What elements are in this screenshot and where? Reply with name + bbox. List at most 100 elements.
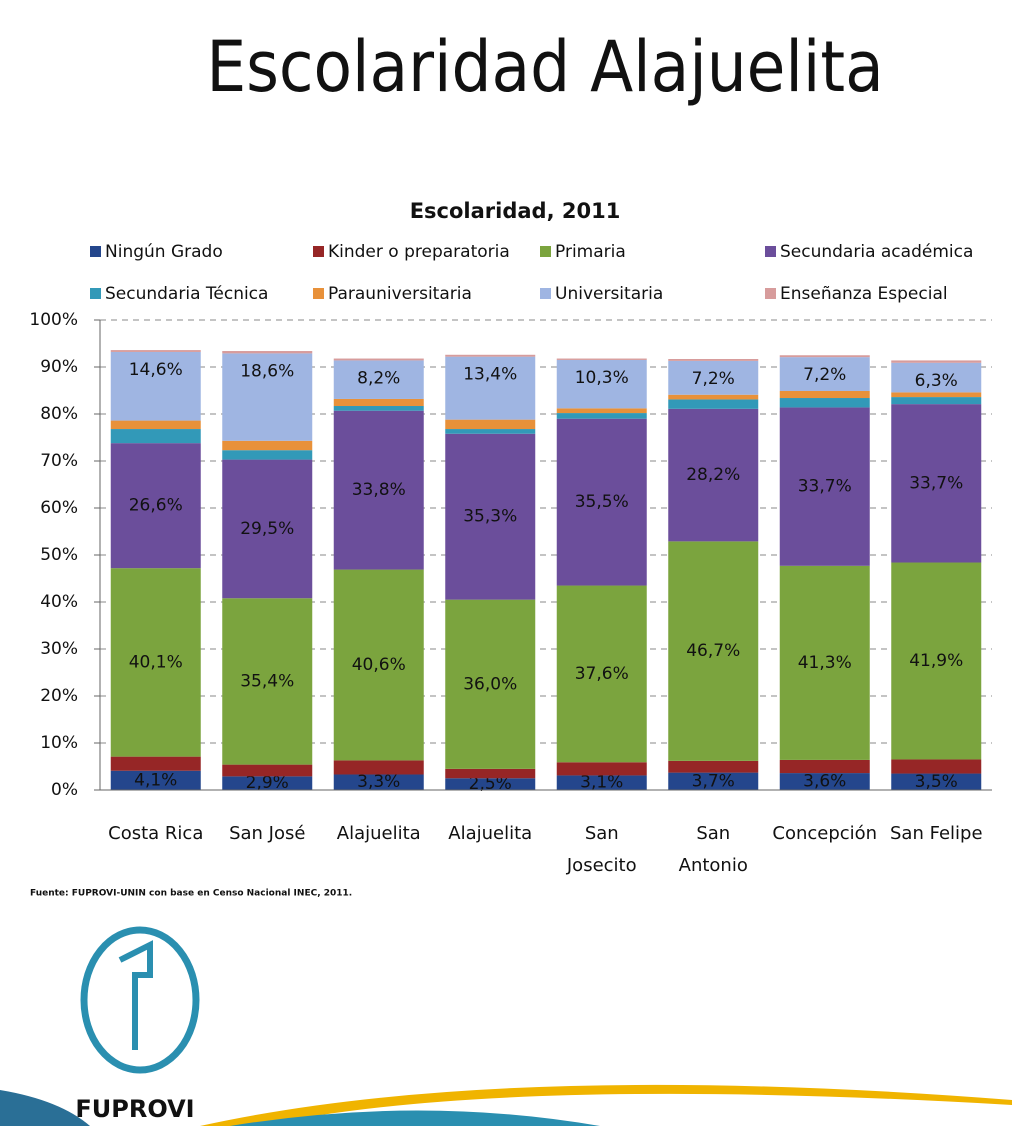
bar-segment (668, 395, 758, 400)
y-tick-label: 70% (40, 451, 78, 471)
data-label: 33,7% (909, 473, 963, 493)
bar-segment (557, 413, 647, 419)
bar-segment (780, 355, 870, 357)
bar-segment (557, 359, 647, 360)
bar-segment (222, 351, 312, 353)
x-tick-label: Concepción (770, 818, 880, 850)
data-label: 18,6% (240, 361, 294, 381)
legend-swatch (765, 246, 776, 257)
y-tick-label: 20% (40, 686, 78, 706)
data-label: 35,4% (240, 671, 294, 691)
bar-segment (891, 392, 981, 397)
chart-title: Escolaridad, 2011 (410, 199, 621, 223)
y-tick-label: 100% (29, 310, 78, 330)
bar-segment (111, 429, 201, 443)
bar-segment (668, 399, 758, 408)
legend-label: Enseñanza Especial (780, 284, 948, 304)
legend-label: Kinder o preparatoria (328, 242, 510, 262)
data-label: 3,6% (803, 772, 846, 792)
x-tick-label: San Felipe (881, 818, 991, 850)
data-label: 3,5% (915, 772, 958, 792)
bar-segment (111, 421, 201, 429)
legend-swatch (313, 288, 324, 299)
legend-label: Parauniversitaria (328, 284, 472, 304)
y-tick-label: 0% (51, 780, 78, 800)
legend-label: Secundaria académica (780, 242, 973, 262)
bar-segment (222, 765, 312, 777)
y-tick-label: 30% (40, 639, 78, 659)
data-label: 8,2% (357, 368, 400, 388)
data-label: 35,5% (575, 492, 629, 512)
bar-segment (111, 350, 201, 352)
legend-swatch (90, 288, 101, 299)
legend-label: Universitaria (555, 284, 663, 304)
data-label: 33,7% (798, 477, 852, 497)
data-label: 40,1% (129, 652, 183, 672)
bar-segment (891, 759, 981, 773)
bar-segment (334, 760, 424, 774)
data-label: 7,2% (803, 365, 846, 385)
x-tick-label: Alajuelita (435, 818, 545, 850)
x-tick-label: San José (212, 818, 322, 850)
bar-segment (334, 399, 424, 406)
y-tick-label: 10% (40, 733, 78, 753)
bar-segment (891, 397, 981, 404)
bar-segment (334, 359, 424, 361)
data-label: 10,3% (575, 368, 629, 388)
legend-swatch (540, 288, 551, 299)
bar-segment (780, 391, 870, 398)
bar-segment (445, 769, 535, 778)
data-label: 29,5% (240, 519, 294, 539)
data-label: 3,7% (692, 771, 735, 791)
bar-segment (668, 359, 758, 361)
bar-segment (557, 408, 647, 413)
legend-label: Primaria (555, 242, 626, 262)
data-label: 37,6% (575, 664, 629, 684)
bar-segment (557, 762, 647, 775)
source-note: Fuente: FUPROVI-UNIN con base en Censo N… (30, 889, 352, 899)
y-tick-label: 80% (40, 404, 78, 424)
bar-segment (445, 420, 535, 429)
data-label: 3,3% (357, 772, 400, 792)
bar-segment (780, 398, 870, 407)
logo-arrow (120, 945, 150, 1050)
data-label: 28,2% (686, 465, 740, 485)
bar-segment (445, 355, 535, 357)
data-label: 26,6% (129, 496, 183, 516)
data-label: 13,4% (463, 365, 517, 385)
bar-segment (891, 360, 981, 362)
data-label: 7,2% (692, 369, 735, 389)
x-tick-label: Costa Rica (101, 818, 211, 850)
data-label: 46,7% (686, 641, 740, 661)
data-label: 6,3% (915, 371, 958, 391)
data-label: 33,8% (352, 480, 406, 500)
logo: FUPROVI (0, 930, 1012, 1126)
x-tick-label: San Antonio (658, 818, 768, 882)
bar-segment (445, 429, 535, 434)
legend-swatch (765, 288, 776, 299)
data-label: 41,3% (798, 653, 852, 673)
data-label: 40,6% (352, 655, 406, 675)
y-tick-label: 90% (40, 357, 78, 377)
slide: Escolaridad Alajuelita Escolaridad, 2011… (0, 0, 1012, 1126)
legend-label: Ningún Grado (105, 242, 223, 262)
x-tick-label: Alajuelita (324, 818, 434, 850)
chart: Escolaridad Alajuelita Escolaridad, 2011… (0, 0, 1012, 1126)
bar-segment (668, 761, 758, 773)
logo-text: FUPROVI (75, 1095, 194, 1123)
y-tick-label: 50% (40, 545, 78, 565)
x-tick-label: San Josecito (547, 818, 657, 882)
data-label: 4,1% (134, 770, 177, 790)
bar-segment (222, 450, 312, 459)
bar-segment (780, 760, 870, 773)
bar-segment (222, 441, 312, 450)
data-label: 35,3% (463, 507, 517, 527)
data-label: 14,6% (129, 360, 183, 380)
y-tick-label: 40% (40, 592, 78, 612)
bar-segment (334, 406, 424, 411)
legend-swatch (90, 246, 101, 257)
legend-swatch (540, 246, 551, 257)
legend-label: Secundaria Técnica (105, 284, 268, 304)
data-label: 36,0% (463, 674, 517, 694)
legend-swatch (313, 246, 324, 257)
